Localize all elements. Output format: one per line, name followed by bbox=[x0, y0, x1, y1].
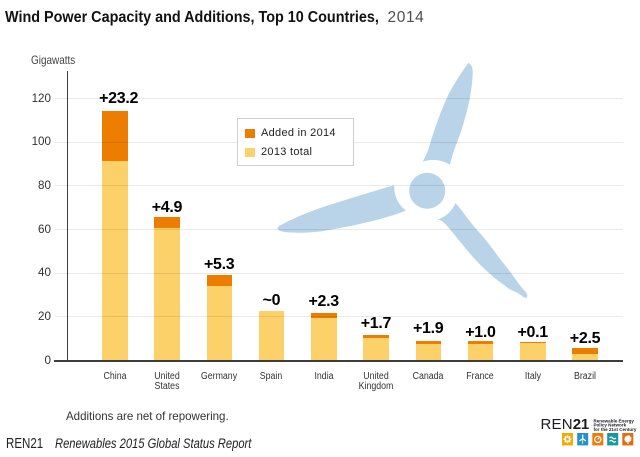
svg-text:for the 21st Century: for the 21st Century bbox=[594, 426, 637, 431]
svg-text:Policy Network: Policy Network bbox=[594, 422, 627, 427]
svg-text:Renewable Energy: Renewable Energy bbox=[594, 418, 635, 423]
